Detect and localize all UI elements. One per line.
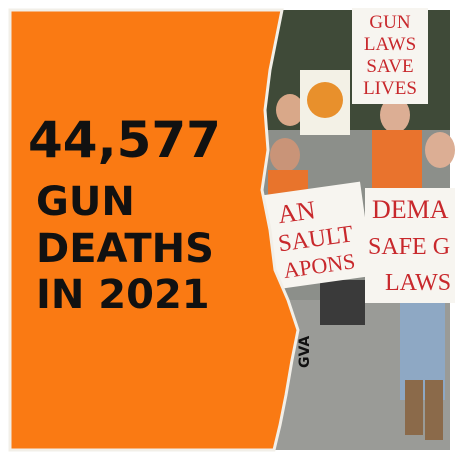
sign-text: SAFE G [368, 234, 450, 260]
credit: GVA [297, 336, 313, 368]
headline-line: GUN [36, 179, 135, 225]
headline-number: 44,577 [28, 111, 221, 169]
sign-text: LAWS [385, 270, 451, 296]
sign-text: DEMA [372, 195, 449, 224]
sign: DEMA SAFE G LAWS [365, 188, 455, 303]
headline-line: IN 2021 [36, 272, 210, 318]
sign-text: LIVES [363, 78, 417, 99]
sign: GUN LAWS SAVE LIVES [352, 8, 428, 104]
graphic: GUN LAWS SAVE LIVES AN SAULT APONS DEMA … [0, 0, 458, 460]
sign-text: AN [276, 195, 317, 229]
sign-text: LAWS [364, 34, 416, 55]
sign-text: SAVE [366, 56, 413, 77]
headline-line: DEATHS [36, 226, 214, 272]
sign-text: GUN [369, 12, 410, 33]
